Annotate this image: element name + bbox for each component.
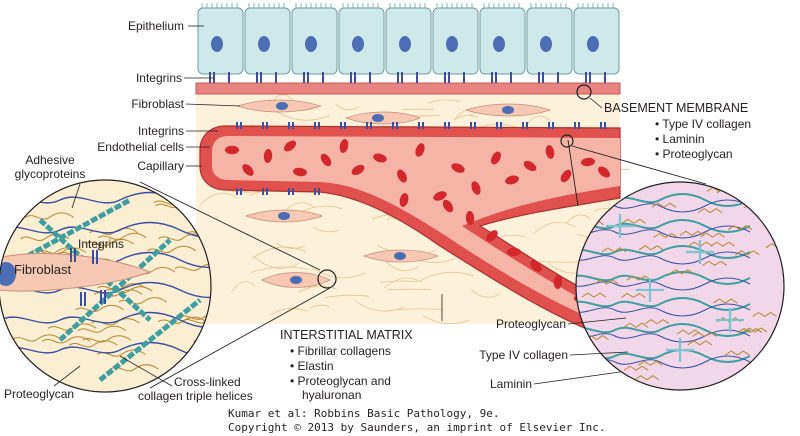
interstitial-inset	[0, 179, 212, 393]
label-adhesive-glycoproteins-2: glycoproteins	[15, 167, 86, 181]
red-blood-cell	[471, 181, 481, 195]
epithelial-cell	[291, 3, 338, 83]
red-blood-cell	[399, 193, 409, 207]
label-fibroblast: Fibroblast	[131, 97, 184, 111]
label-endothelial-cells: Endothelial cells	[97, 140, 184, 154]
label-crosslinked-1: Cross-linked	[174, 375, 241, 389]
label-type4-collagen-right: Type IV collagen	[479, 348, 568, 362]
zoom-connectors	[139, 139, 707, 389]
interstitial-matrix-item: • Fibrillar collagens	[290, 344, 391, 358]
red-blood-cell	[581, 157, 595, 167]
red-blood-cell	[523, 160, 537, 172]
leader-lines	[53, 25, 629, 387]
labels: Epithelium Integrins Fibroblast Integrin…	[4, 19, 751, 434]
label-integrins-mid: Integrins	[138, 124, 184, 138]
red-blood-cell	[486, 230, 498, 242]
basement-membrane-item: • Type IV collagen	[655, 117, 751, 131]
red-blood-cell	[351, 164, 365, 176]
basement-zoom-marker	[576, 84, 592, 100]
red-blood-cell	[530, 260, 542, 272]
red-blood-cell	[283, 140, 297, 152]
basement-membrane-title: BASEMENT MEMBRANE	[604, 101, 748, 115]
label-proteoglycan-left: Proteoglycan	[4, 387, 74, 401]
red-blood-cell	[491, 151, 501, 165]
red-blood-cell	[293, 167, 307, 177]
fibroblast-cell	[261, 272, 331, 288]
red-blood-cell	[560, 169, 572, 183]
interstitial-matrix-item: • Elastin	[290, 359, 334, 373]
epithelial-cell	[385, 3, 432, 83]
red-blood-cell	[553, 275, 563, 289]
red-blood-cell	[263, 149, 273, 163]
basement-membrane-item: • Proteoglycan	[655, 147, 733, 161]
credit-line-2: Copyright © 2013 by Saunders, an imprint…	[228, 421, 606, 434]
matrix-zoom-marker	[317, 269, 337, 289]
epithelial-cell	[197, 3, 244, 83]
red-blood-cell	[320, 153, 332, 167]
label-integrins-inset: Integrins	[78, 237, 124, 251]
epithelial-cell	[244, 3, 291, 83]
red-blood-cell	[242, 164, 254, 176]
red-blood-cell	[505, 175, 519, 185]
red-blood-cell	[597, 166, 611, 178]
epithelial-cell	[573, 3, 620, 83]
fibroblast-cell	[362, 249, 440, 263]
vessel-integrins	[236, 122, 606, 195]
interstitial-matrix-item: hyaluronan	[302, 388, 361, 402]
interstitial-matrix-title: INTERSTITIAL MATRIX	[280, 328, 413, 342]
credit-line-1: Kumar et al: Robbins Basic Pathology, 9e…	[228, 407, 500, 420]
red-blood-cell	[415, 143, 425, 157]
inset-fibroblast	[0, 253, 152, 292]
epithelial-cell	[526, 3, 573, 83]
red-blood-cell	[225, 145, 239, 155]
label-adhesive-glycoproteins-1: Adhesive	[25, 153, 75, 167]
red-blood-cell	[397, 169, 407, 183]
vessel-zoom-marker	[560, 134, 574, 148]
label-fibroblast-inset: Fibroblast	[14, 262, 71, 277]
red-blood-cell	[507, 247, 521, 257]
capillary-lumen	[212, 136, 620, 330]
red-blood-cell	[442, 199, 454, 213]
red-blood-cell	[433, 191, 447, 201]
basement-membrane-item: • Laminin	[655, 132, 705, 146]
epithelial-cell	[432, 3, 479, 83]
label-epithelium: Epithelium	[128, 19, 184, 33]
red-blood-cell	[339, 139, 349, 153]
epithelial-cell	[338, 3, 385, 83]
label-laminin-right: Laminin	[490, 377, 532, 391]
red-blood-cell	[373, 153, 387, 163]
fibroblast-cell	[464, 103, 552, 117]
label-integrins-top: Integrins	[136, 71, 182, 85]
red-blood-cell	[465, 211, 475, 225]
basement-membrane-band	[195, 82, 621, 95]
basement-membrane-inset	[575, 181, 785, 391]
interstitial-matrix-item: • Proteoglycan and	[290, 374, 391, 388]
epithelium-layer	[197, 3, 620, 83]
label-capillary: Capillary	[137, 159, 184, 173]
label-proteoglycan-right: Proteoglycan	[496, 317, 566, 331]
label-crosslinked-2: collagen triple helices	[138, 389, 253, 403]
epithelial-cell	[479, 3, 526, 83]
fibroblast-cell	[236, 99, 322, 113]
capillary	[199, 122, 621, 343]
red-blood-cell	[545, 145, 555, 159]
fibroblast-cell	[244, 209, 324, 223]
red-blood-cell	[451, 163, 465, 173]
